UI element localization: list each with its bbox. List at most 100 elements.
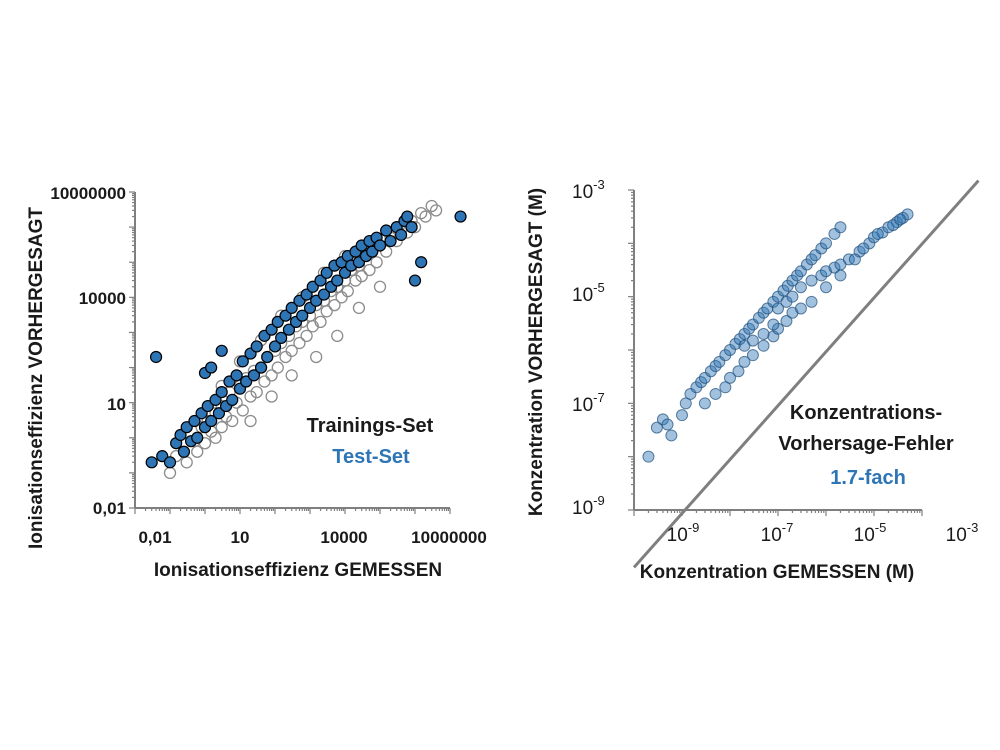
test-point bbox=[268, 340, 282, 353]
training-point bbox=[285, 344, 298, 357]
y-tick-label: 0,01 bbox=[93, 499, 126, 518]
concentration-point bbox=[848, 253, 861, 266]
concentration-point bbox=[698, 397, 711, 410]
concentration-point bbox=[679, 397, 692, 410]
training-point bbox=[429, 204, 443, 217]
legend-test-set: Test-Set bbox=[332, 446, 410, 468]
axis-ticks bbox=[129, 191, 451, 514]
training-point bbox=[180, 456, 193, 469]
concentration-point bbox=[834, 221, 847, 234]
concentration-point bbox=[767, 318, 780, 331]
y-tick-label: 10-9 bbox=[572, 493, 605, 519]
tick-labels: 0,01 10 10000 10000000 0,01 10 10000 100… bbox=[50, 184, 486, 547]
concentration-point bbox=[805, 295, 818, 308]
test-point bbox=[205, 414, 218, 428]
training-point bbox=[250, 385, 263, 399]
training-point bbox=[328, 298, 341, 312]
concentration-point bbox=[642, 450, 655, 463]
training-point bbox=[335, 291, 348, 304]
concentration-point bbox=[794, 281, 807, 294]
concentration-point bbox=[894, 213, 907, 226]
concentration-point bbox=[757, 327, 770, 340]
test-point bbox=[454, 210, 467, 223]
annotation-error-line-2: Vorhersage-Fehler bbox=[778, 433, 953, 455]
test-point bbox=[145, 456, 158, 469]
x-tick-label: 10 bbox=[231, 528, 250, 547]
test-point bbox=[401, 210, 414, 223]
concentration-point bbox=[780, 314, 793, 327]
test-point bbox=[394, 228, 408, 242]
concentration-point bbox=[746, 334, 759, 347]
x-tick-label: 0,01 bbox=[138, 528, 171, 547]
training-point bbox=[209, 431, 222, 444]
y-tick-label: 10-5 bbox=[572, 280, 605, 306]
concentration-point bbox=[871, 227, 884, 240]
concentration-point bbox=[772, 322, 784, 335]
test-point bbox=[149, 350, 163, 364]
concentration-point bbox=[665, 429, 678, 442]
training-point bbox=[265, 390, 278, 403]
training-point bbox=[271, 361, 284, 374]
concentration-point bbox=[650, 421, 663, 434]
concentration-point bbox=[786, 290, 799, 303]
x-axis-title: Ionisationseffizienz GEMESSEN bbox=[154, 560, 442, 581]
training-point bbox=[370, 256, 383, 269]
training-point bbox=[258, 375, 271, 388]
test-point bbox=[296, 309, 309, 322]
training-point bbox=[244, 390, 257, 403]
annotation-error-line-1: Konzentrations- bbox=[790, 402, 942, 424]
training-point bbox=[349, 274, 362, 287]
concentration-point bbox=[820, 281, 832, 294]
y-tick-label: 10000000 bbox=[50, 184, 126, 203]
test-point bbox=[261, 350, 274, 364]
tick-labels: 10-9 10-7 10-5 10-3 10-9 10-7 10-5 10-3 bbox=[572, 177, 978, 546]
test-point bbox=[282, 323, 296, 336]
concentration-point bbox=[661, 418, 674, 431]
test-point bbox=[226, 393, 239, 406]
scatter-chart-concentration: 10-9 10-7 10-5 10-3 10-9 10-7 10-5 10-3 … bbox=[526, 177, 980, 583]
concentration-point bbox=[772, 302, 784, 315]
concentration-point bbox=[757, 339, 770, 352]
training-point bbox=[363, 263, 376, 277]
y-tick-label: 10-3 bbox=[572, 177, 605, 203]
training-point bbox=[279, 350, 292, 364]
test-point bbox=[215, 385, 228, 399]
test-point bbox=[405, 221, 418, 234]
x-axis-title: Konzentration GEMESSEN (M) bbox=[640, 562, 914, 583]
test-point bbox=[205, 361, 218, 374]
training-point bbox=[341, 285, 354, 298]
training-point bbox=[244, 414, 257, 428]
concentration-point bbox=[732, 365, 745, 378]
y-axis-title: Konzentration VORHERGESAGT (M) bbox=[526, 188, 547, 516]
training-point bbox=[331, 329, 344, 342]
concentration-point bbox=[820, 237, 832, 250]
test-point bbox=[247, 369, 261, 382]
y-tick-label: 10-7 bbox=[572, 390, 605, 416]
training-point bbox=[300, 329, 313, 342]
training-point bbox=[373, 280, 387, 293]
test-point bbox=[408, 274, 422, 287]
test-point bbox=[188, 414, 201, 428]
test-point bbox=[331, 274, 344, 287]
concentration-point bbox=[729, 337, 742, 350]
axis-ticks bbox=[628, 189, 923, 516]
annotation-fold-error: 1.7-fach bbox=[830, 467, 906, 489]
concentration-point bbox=[857, 242, 870, 255]
training-point bbox=[314, 315, 327, 329]
identity-reference-line bbox=[632, 179, 980, 569]
test-point bbox=[163, 456, 177, 469]
test-point bbox=[317, 288, 331, 301]
test-point bbox=[320, 266, 333, 279]
x-tick-label: 10000 bbox=[320, 528, 367, 547]
x-tick-label: 10-7 bbox=[761, 520, 794, 546]
training-point bbox=[425, 199, 438, 213]
concentration-point bbox=[738, 355, 751, 368]
test-point bbox=[191, 431, 204, 444]
x-tick-label: 10000000 bbox=[411, 528, 487, 547]
test-point bbox=[254, 361, 268, 374]
concentration-point bbox=[719, 381, 732, 394]
test-point bbox=[384, 234, 397, 248]
training-point bbox=[380, 245, 393, 258]
test-point bbox=[415, 256, 428, 269]
